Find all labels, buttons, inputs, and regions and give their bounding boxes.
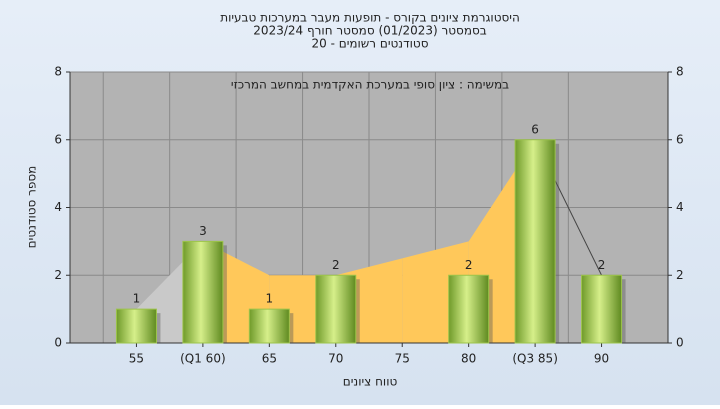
y2-tick-label: 8 [676, 65, 684, 79]
y-tick-label: 4 [54, 200, 62, 214]
y-tick-label: 2 [54, 268, 62, 282]
data-label: 2 [465, 258, 473, 272]
y2-tick-label: 4 [676, 200, 684, 214]
x-axis-label: טווח ציונים [343, 375, 398, 389]
y-tick-label: 0 [54, 336, 62, 350]
bar [581, 274, 623, 344]
data-label: 3 [199, 224, 207, 238]
chart-subtitle: בסמסטר (01/2023) סמסטר חורף 2023/24 [253, 24, 486, 38]
bar [448, 274, 490, 344]
bar [315, 274, 357, 344]
x-tick-label: (Q3 85) [512, 352, 558, 366]
data-label: 1 [266, 292, 274, 306]
chart-subtitle: סטודנטים רשומים - 20 [311, 37, 428, 51]
data-label: 1 [133, 292, 141, 306]
bar [248, 308, 290, 344]
bar [182, 240, 224, 344]
bar [115, 308, 157, 344]
y2-tick-label: 6 [676, 132, 684, 146]
y-tick-label: 8 [54, 65, 62, 79]
x-tick-label: 90 [594, 352, 609, 366]
y2-tick-label: 2 [676, 268, 684, 282]
y-axis-label: מספר סטודנטים [25, 166, 39, 249]
x-tick-label: 55 [129, 352, 144, 366]
data-label: 2 [598, 258, 606, 272]
annotation: במשימה : ציון סופי במערכת האקדמית במחשב … [231, 78, 509, 92]
x-tick-label: 80 [461, 352, 476, 366]
x-tick-label: 65 [262, 352, 277, 366]
data-label: 6 [531, 122, 539, 136]
x-tick-label: 70 [328, 352, 343, 366]
x-tick-label: (Q1 60) [180, 352, 226, 366]
chart-title: היסטוגרמת ציונים בקורס - תופעות מעבר במע… [220, 11, 520, 25]
y-tick-label: 6 [54, 132, 62, 146]
y2-tick-label: 0 [676, 336, 684, 350]
bar [514, 139, 556, 344]
data-label: 2 [332, 258, 340, 272]
x-tick-label: 75 [395, 352, 410, 366]
